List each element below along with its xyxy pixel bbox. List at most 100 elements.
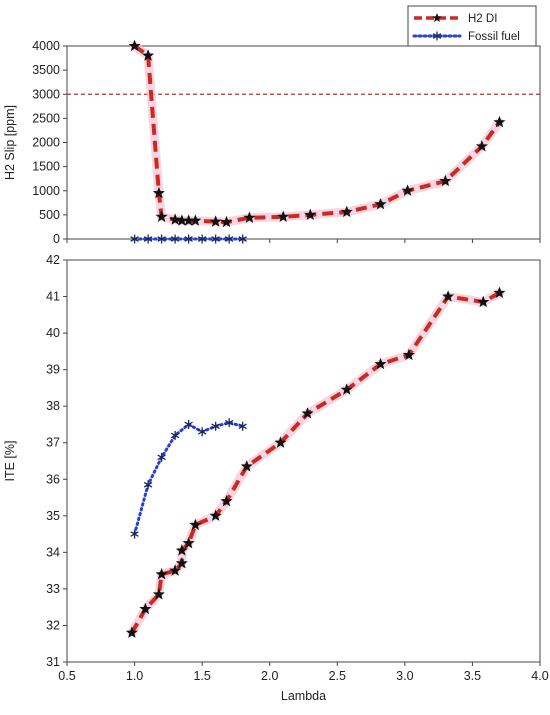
ite-y-tick-label: 31 xyxy=(46,655,60,669)
ite-h2-di-point xyxy=(240,460,253,472)
ite-h2-di-point xyxy=(175,544,188,556)
ite-h2-di-point xyxy=(493,286,506,299)
h2-slip-h2-di-halo xyxy=(130,41,504,227)
ite-h2-di-halo xyxy=(127,288,504,638)
ite-h2-di-point xyxy=(301,407,314,419)
ite-h2-di-point xyxy=(209,509,222,521)
ite-h2-di-point xyxy=(152,588,165,600)
ite-h2-di-point xyxy=(374,357,387,370)
h2-slip-h2-di-point xyxy=(493,115,506,128)
h2-slip-h2-di-point xyxy=(340,205,353,218)
h2-slip-fossil-fuel-point xyxy=(184,234,193,244)
x-tick-label: 3.5 xyxy=(464,669,481,683)
h2-slip-h2-di-point xyxy=(128,39,141,52)
ite-y-tick-label: 34 xyxy=(46,545,60,559)
legend-fossil-fuel-marker xyxy=(432,31,442,41)
h2-slip-y-tick-label: 2000 xyxy=(32,136,60,150)
h2-slip-h2-di-point xyxy=(304,208,317,221)
ite-fossil-fuel-point xyxy=(170,430,180,440)
ite-fossil-fuel-point xyxy=(184,419,193,429)
h2-slip-y-tick-label: 1000 xyxy=(32,184,60,198)
x-tick-label: 1.0 xyxy=(126,669,143,683)
h2-slip-h2-di-point xyxy=(155,210,168,222)
h2-slip-y-axis-label: H2 Slip [ppm] xyxy=(3,105,17,180)
ite-y-tick-label: 32 xyxy=(46,618,60,632)
ite-fossil-fuel-point xyxy=(224,418,234,428)
h2-slip-h2-di-point xyxy=(243,211,256,223)
h2-slip-h2-di-point xyxy=(209,215,222,227)
ite-y-axis-label: ITE [%] xyxy=(3,441,17,482)
ite-h2-di-point xyxy=(340,383,353,395)
ite-h2-di-point xyxy=(125,626,138,638)
ite-y-tick-label: 38 xyxy=(46,399,60,413)
ite-h2-di-point xyxy=(189,518,202,531)
h2-slip-y-tick-label: 4000 xyxy=(32,39,60,53)
h2-slip-h2-di-point xyxy=(277,210,290,222)
ite-h2-di-point xyxy=(220,494,233,507)
ite-y-tick-label: 40 xyxy=(46,326,60,340)
legend-h2-di-label: H2 DI xyxy=(468,13,497,25)
h2-slip-fossil-fuel-point xyxy=(224,234,234,244)
h2-slip-h2-di-point xyxy=(169,213,182,225)
ite-y-tick-label: 39 xyxy=(46,363,60,377)
ite-fossil-fuel-point xyxy=(238,421,247,431)
ite-y-tick-label: 33 xyxy=(46,582,60,596)
h2-slip-fossil-fuel-point xyxy=(157,234,166,244)
ite-plot-frame xyxy=(66,259,541,663)
ite-fossil-fuel-point xyxy=(197,427,207,437)
h2-slip-h2-di-point xyxy=(189,214,202,226)
ite-fossil-fuel-point xyxy=(130,529,139,539)
h2-slip-fossil-fuel-point xyxy=(170,234,180,244)
h2-slip-y-tick-label: 1500 xyxy=(32,160,60,174)
ite-y-tick-label: 37 xyxy=(46,436,60,450)
ite-y-tick-label: 41 xyxy=(46,290,60,304)
h2-slip-h2-di-line xyxy=(133,44,502,225)
h2-slip-fossil-fuel-point xyxy=(211,234,220,244)
h2-slip-y-tick-label: 2500 xyxy=(32,111,60,125)
x-tick-label: 1.5 xyxy=(193,669,210,683)
x-axis-label: Lambda xyxy=(281,689,326,703)
x-tick-label: 4.0 xyxy=(531,669,548,683)
h2-slip-y-tick-label: 3000 xyxy=(32,87,60,101)
ite-h2-di-point xyxy=(175,556,188,569)
ite-h2-di-point xyxy=(402,348,415,361)
ite-h2-di-point xyxy=(477,295,490,308)
ite-fossil-fuel-point xyxy=(157,452,166,462)
legend-box xyxy=(407,5,537,47)
h2-slip-h2-di-point xyxy=(220,215,233,228)
h2-slip-h2-di-point xyxy=(142,49,155,61)
h2-slip-h2-di-point xyxy=(374,197,387,210)
ite-h2-di-point xyxy=(139,602,152,615)
h2-slip-fossil-fuel-point xyxy=(143,234,153,244)
h2-slip-y-tick-label: 500 xyxy=(39,208,60,222)
ite-y-tick-label: 42 xyxy=(46,253,60,267)
h2-slip-h2-di-point xyxy=(401,184,414,196)
x-tick-label: 2.5 xyxy=(329,669,346,683)
x-tick-label: 2.0 xyxy=(261,669,278,683)
h2-slip-fossil-fuel-point xyxy=(197,234,207,244)
ite-h2-di-point xyxy=(442,290,455,302)
h2-slip-y-tick-label: 3500 xyxy=(32,63,60,77)
legend-fossil-fuel-label: Fossil fuel xyxy=(468,31,520,43)
ite-fossil-fuel-point xyxy=(211,421,220,431)
ite-y-tick-label: 35 xyxy=(46,509,60,523)
h2-slip-plot-frame xyxy=(66,45,541,240)
ite-h2-di-line xyxy=(130,291,501,634)
h2-slip-h2-di-point xyxy=(475,140,488,152)
h2-slip-fossil-fuel-point xyxy=(238,234,247,244)
x-tick-label: 3.0 xyxy=(396,669,413,683)
h2-slip-y-tick-label: 0 xyxy=(53,232,60,246)
ite-h2-di-point xyxy=(274,436,287,448)
ite-h2-di-point xyxy=(155,567,168,580)
ite-h2-di-point xyxy=(182,536,195,549)
legend-h2-di-marker xyxy=(432,13,442,23)
h2-slip-h2-di-point xyxy=(439,174,452,187)
h2-slip-h2-di-point xyxy=(152,186,165,199)
h2-slip-fossil-fuel-point xyxy=(130,234,139,244)
ite-fossil-fuel-line xyxy=(133,421,245,536)
x-tick-label: 0.5 xyxy=(58,669,75,683)
ite-y-tick-label: 36 xyxy=(46,472,60,486)
ite-fossil-fuel-point xyxy=(143,480,153,490)
